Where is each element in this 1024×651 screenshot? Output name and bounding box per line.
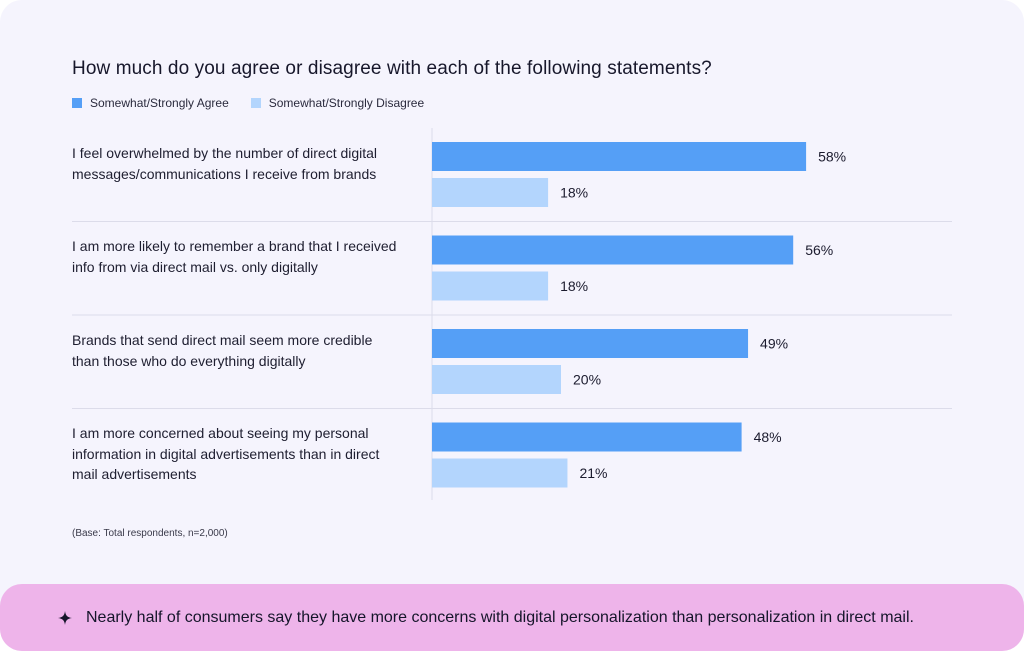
bar-disagree bbox=[432, 458, 568, 488]
bar-agree bbox=[432, 422, 742, 452]
legend-item-disagree: Somewhat/Strongly Disagree bbox=[250, 96, 425, 110]
legend-label-agree: Somewhat/Strongly Agree bbox=[90, 96, 229, 110]
bar-disagree bbox=[432, 365, 561, 394]
bar-agree bbox=[432, 235, 794, 265]
chart-title: How much do you agree or disagree with e… bbox=[72, 58, 712, 79]
bar-agree bbox=[432, 142, 807, 171]
data-label: 20% bbox=[573, 372, 601, 388]
data-label: 48% bbox=[754, 429, 782, 445]
legend-swatch-agree bbox=[72, 98, 82, 108]
bar-agree bbox=[432, 329, 749, 358]
category-label: I am more concerned about seeing my pers… bbox=[72, 425, 380, 482]
data-label: 18% bbox=[560, 278, 588, 294]
bar-disagree bbox=[432, 271, 549, 301]
bar-chart: 58% 18% 56% 18% 49% 20% 48% 21% bbox=[72, 128, 952, 500]
legend-item-agree: Somewhat/Strongly Agree bbox=[72, 96, 229, 110]
category-label: I am more likely to remember a brand tha… bbox=[72, 238, 397, 275]
insight-text: Nearly half of consumers say they have m… bbox=[86, 608, 914, 626]
bar-disagree bbox=[432, 178, 549, 207]
legend-label-disagree: Somewhat/Strongly Disagree bbox=[268, 96, 425, 110]
sparkle-icon bbox=[58, 610, 72, 625]
category-label: I feel overwhelmed by the number of dire… bbox=[72, 145, 378, 182]
data-label: 21% bbox=[579, 465, 607, 481]
legend-swatch-disagree bbox=[250, 98, 261, 108]
base-footnote: (Base: Total respondents, n=2,000) bbox=[72, 528, 228, 539]
data-label: 58% bbox=[818, 149, 846, 165]
data-label: 56% bbox=[805, 242, 833, 258]
insight-banner: Nearly half of consumers say they have m… bbox=[0, 584, 1024, 651]
legend: Somewhat/Strongly Agree Somewhat/Strongl… bbox=[72, 96, 424, 110]
category-label: Brands that send direct mail seem more c… bbox=[72, 332, 373, 369]
data-label: 49% bbox=[760, 336, 788, 352]
data-label: 18% bbox=[560, 185, 588, 201]
